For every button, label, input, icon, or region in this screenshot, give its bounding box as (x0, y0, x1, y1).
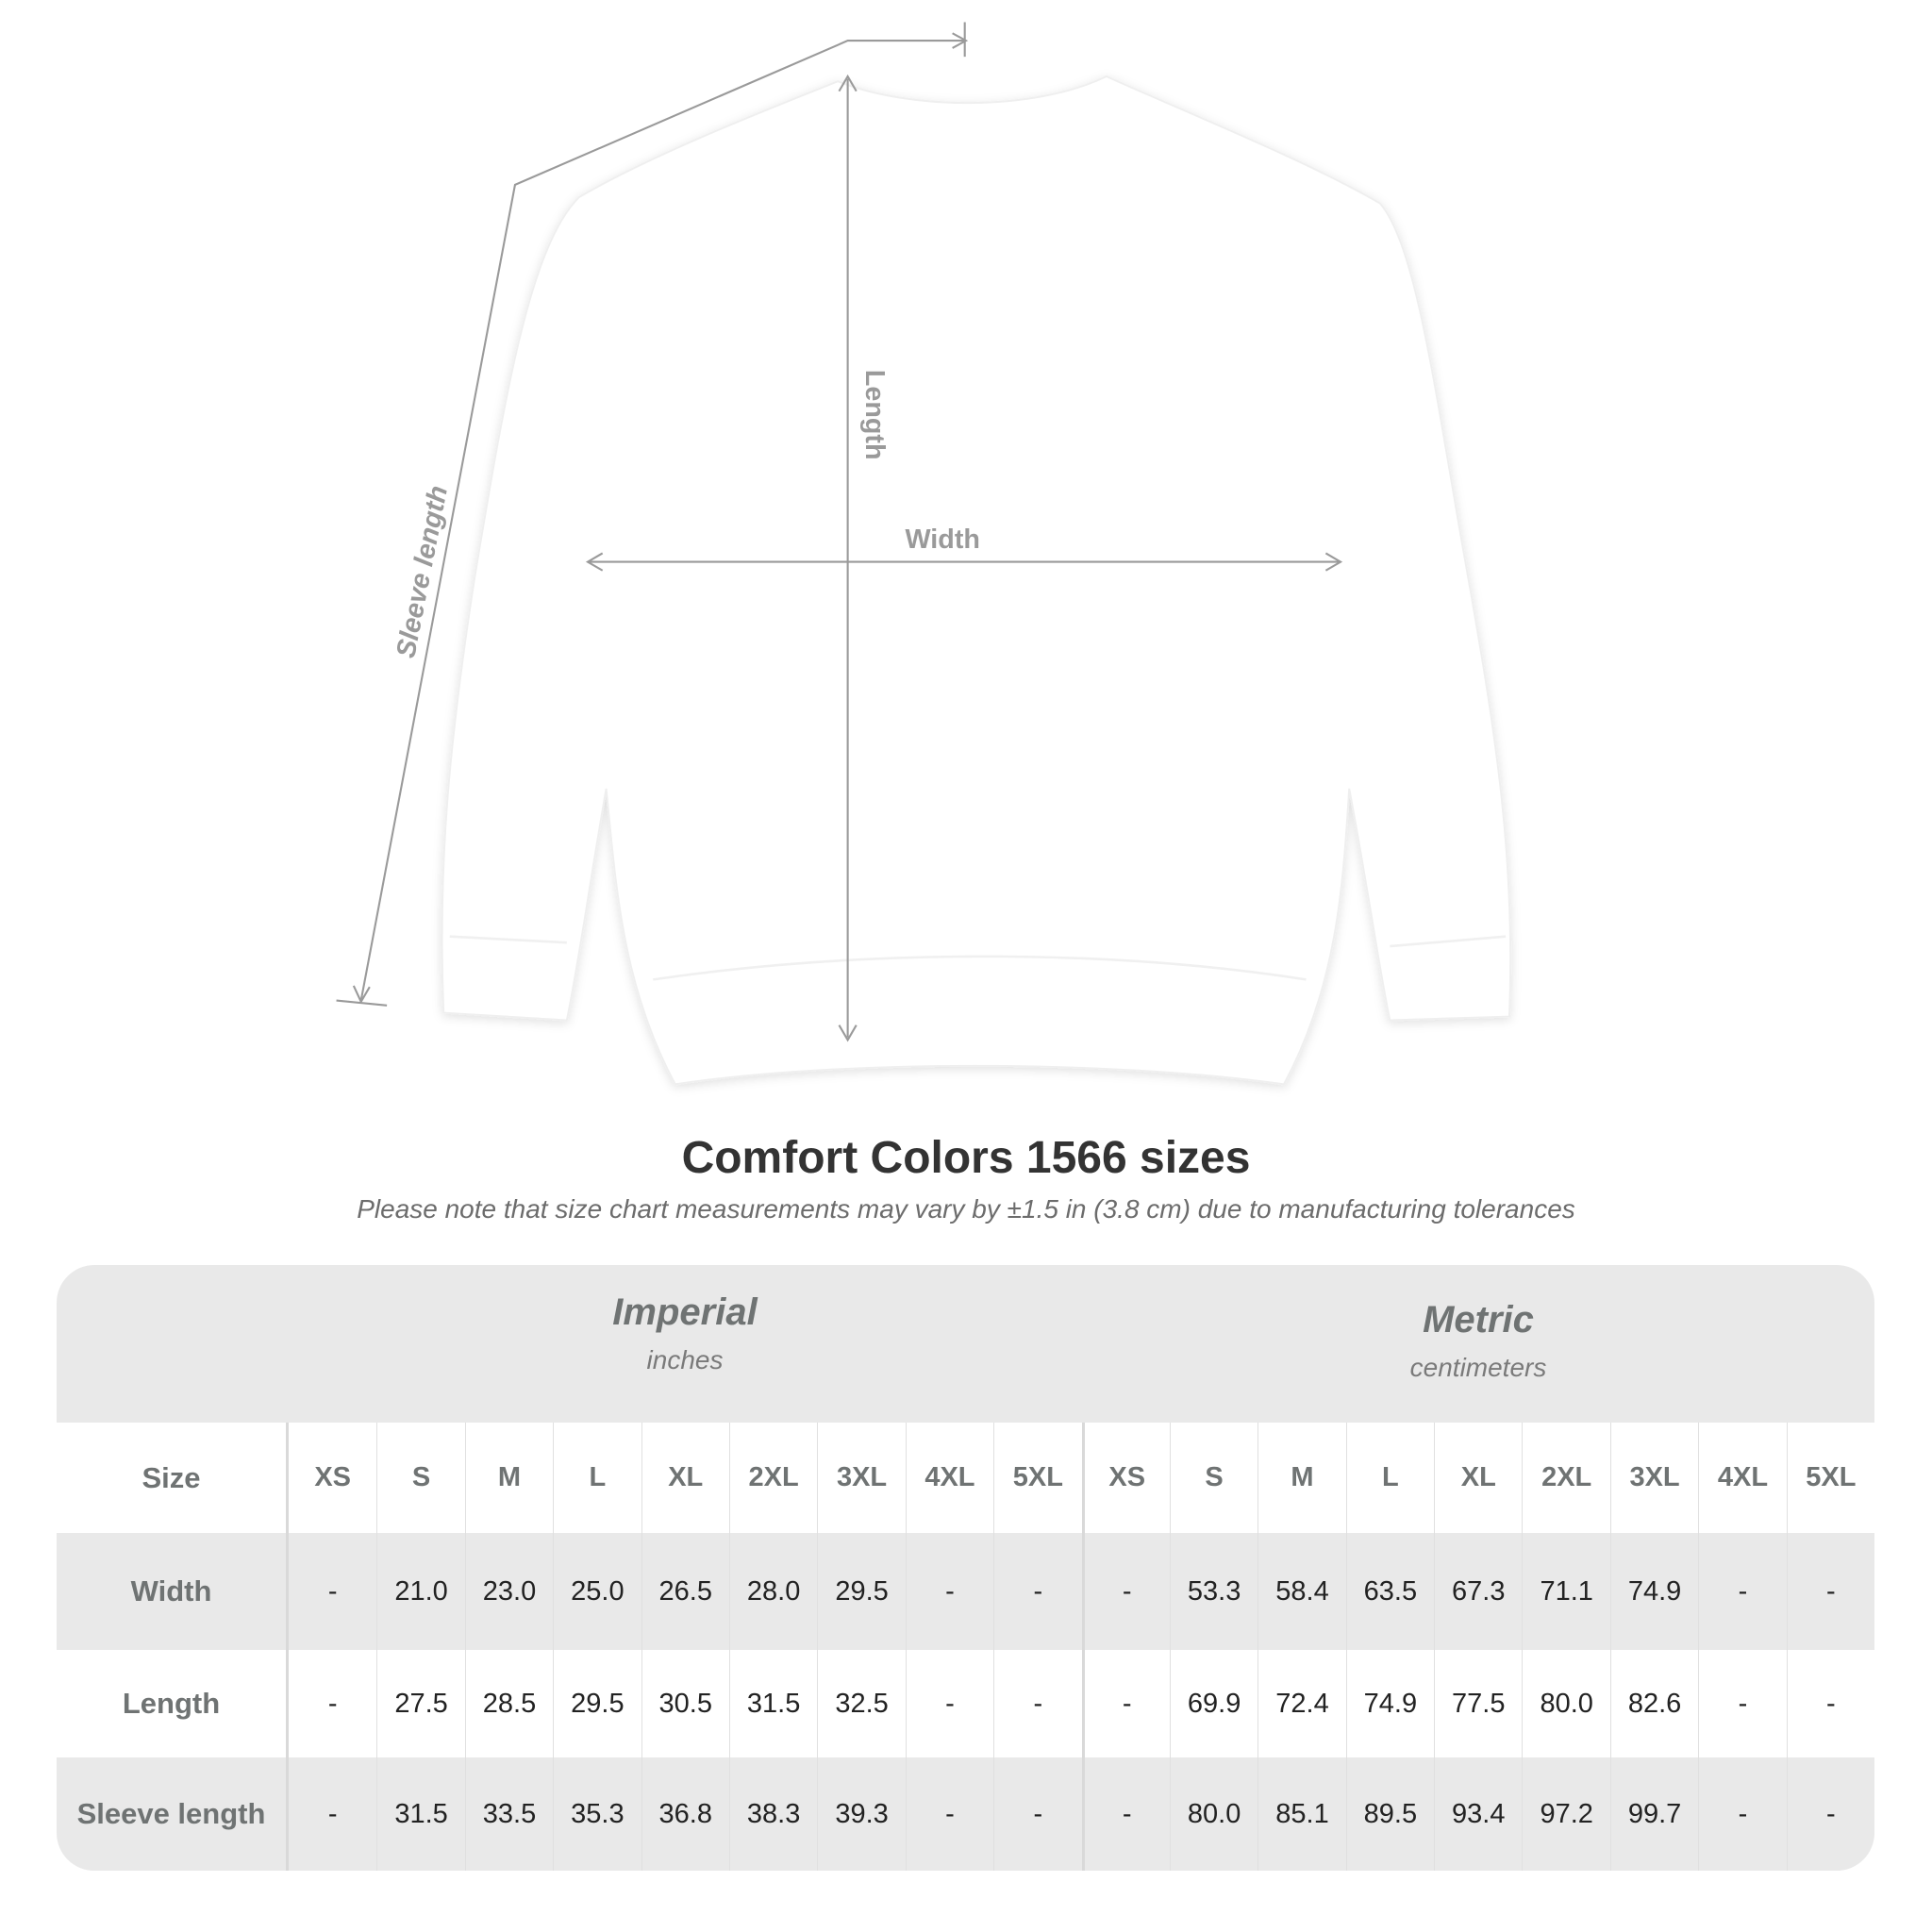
sleeve-length-label: Sleeve length (391, 483, 454, 660)
value-cell: 74.9 (1609, 1533, 1698, 1650)
size-header-cell: XL (1434, 1423, 1522, 1533)
value-cell: 36.8 (641, 1757, 729, 1871)
table-row: Width -21.0 23.0 25.0 26.5 28.0 29.5- - -53.3 58.… (57, 1533, 1874, 1650)
value-cell: - (905, 1757, 993, 1871)
value-cell: 28.5 (464, 1650, 553, 1757)
row-label: Width (57, 1533, 289, 1650)
value-cell: - (993, 1757, 1081, 1871)
page-title: Comfort Colors 1566 sizes (681, 1133, 1251, 1183)
value-cell: 31.5 (376, 1757, 464, 1871)
value-cell: 23.0 (464, 1533, 553, 1650)
value-cell: 39.3 (817, 1757, 905, 1871)
value-cell: 72.4 (1257, 1650, 1345, 1757)
size-header-cell: 4XL (1698, 1423, 1786, 1533)
value-cell: 31.5 (728, 1650, 817, 1757)
value-cell: - (327, 1688, 338, 1719)
size-header-cell: S (376, 1423, 464, 1533)
size-header-cell: XS (1081, 1423, 1170, 1533)
value-cell: 29.5 (817, 1533, 905, 1650)
size-header-row: Size XS S M L XL 2XL 3XL 4XL 5XL XS S M L XL 2XL 3XL 4XL 5… (57, 1423, 1874, 1533)
value-cell: 35.3 (553, 1757, 641, 1871)
table-row: Length -27.5 28.5 29.5 30.5 31.5 32.5- - -69.9 72… (57, 1650, 1874, 1757)
imperial-label: Imperial (612, 1291, 758, 1333)
value-cell: 89.5 (1345, 1757, 1434, 1871)
value-cell: 77.5 (1434, 1650, 1522, 1757)
value-cell: 30.5 (641, 1650, 729, 1757)
value-cell: - (1698, 1533, 1786, 1650)
value-cell: - (993, 1533, 1081, 1650)
size-header-cell: XL (641, 1423, 729, 1533)
value-cell: 63.5 (1345, 1533, 1434, 1650)
value-cell: - (1698, 1650, 1786, 1757)
value-cell: 32.5 (817, 1650, 905, 1757)
sweatshirt-image (441, 75, 1512, 1086)
value-cell: 80.0 (1169, 1757, 1257, 1871)
tolerance-note: Please note that size chart measurements… (357, 1194, 1575, 1224)
value-cell: 67.3 (1434, 1533, 1522, 1650)
sweatshirt-measurement-diagram: Length Width Sleeve length (336, 22, 1512, 1086)
metric-label: Metric (1423, 1299, 1534, 1341)
value-cell: - (905, 1650, 993, 1757)
value-cell: 69.9 (1169, 1650, 1257, 1757)
size-header-cell: 3XL (1609, 1423, 1698, 1533)
value-cell: - (327, 1798, 338, 1829)
value-cell: 93.4 (1434, 1757, 1522, 1871)
value-cell: - (1786, 1650, 1874, 1757)
size-header-cell: 4XL (905, 1423, 993, 1533)
value-cell: 21.0 (376, 1533, 464, 1650)
value-cell: 28.0 (728, 1533, 817, 1650)
table-row: Sleeve length -31.5 33.5 35.3 36.8 38.3 39.3- -… (57, 1757, 1874, 1871)
row-label: Length (57, 1650, 289, 1757)
value-cell: 85.1 (1257, 1757, 1345, 1871)
value-cell: 26.5 (641, 1533, 729, 1650)
size-header-cell: 3XL (817, 1423, 905, 1533)
value-cell: 38.3 (728, 1757, 817, 1871)
value-cell: - (993, 1650, 1081, 1757)
size-header-cell: M (1257, 1423, 1345, 1533)
value-cell: - (1081, 1757, 1170, 1871)
measurement-lines (336, 22, 1343, 1042)
size-header-cell: XS (314, 1462, 352, 1492)
size-header-cell: L (553, 1423, 641, 1533)
value-cell: - (327, 1575, 338, 1607)
size-header-cell: 2XL (1522, 1423, 1609, 1533)
value-cell: 80.0 (1522, 1650, 1609, 1757)
value-cell: - (1786, 1533, 1874, 1650)
value-cell: 27.5 (376, 1650, 464, 1757)
length-label: Length (859, 370, 890, 460)
value-cell: - (1698, 1757, 1786, 1871)
value-cell: 29.5 (553, 1650, 641, 1757)
imperial-unit: inches (646, 1345, 724, 1374)
value-cell: 97.2 (1522, 1757, 1609, 1871)
sleeve-line (359, 40, 965, 1001)
value-cell: 25.0 (553, 1533, 641, 1650)
value-cell: 53.3 (1169, 1533, 1257, 1650)
value-cell: 74.9 (1345, 1650, 1434, 1757)
imperial-header: Imperial inches (289, 1291, 1081, 1449)
value-cell: - (1081, 1650, 1170, 1757)
size-header-cell: L (1345, 1423, 1434, 1533)
value-cell: - (1081, 1533, 1170, 1650)
value-cell: 82.6 (1609, 1650, 1698, 1757)
metric-unit: centimeters (1409, 1353, 1547, 1382)
metric-header: Metric centimeters (1082, 1299, 1874, 1457)
row-label: Sleeve length (57, 1757, 289, 1871)
size-header-cell: 2XL (728, 1423, 817, 1533)
value-cell: - (905, 1533, 993, 1650)
size-header-cell: 5XL (993, 1423, 1081, 1533)
value-cell: 71.1 (1522, 1533, 1609, 1650)
row-label: Size (57, 1423, 289, 1533)
size-header-cell: 5XL (1786, 1423, 1874, 1533)
size-header-cell: S (1169, 1423, 1257, 1533)
size-chart-table: Imperial inches Metric centimeters Size X… (57, 1265, 1874, 1871)
size-header-cell: M (464, 1423, 553, 1533)
value-cell: 58.4 (1257, 1533, 1345, 1650)
value-cell: 33.5 (464, 1757, 553, 1871)
value-cell: 99.7 (1609, 1757, 1698, 1871)
width-label: Width (905, 525, 979, 555)
value-cell: - (1786, 1757, 1874, 1871)
